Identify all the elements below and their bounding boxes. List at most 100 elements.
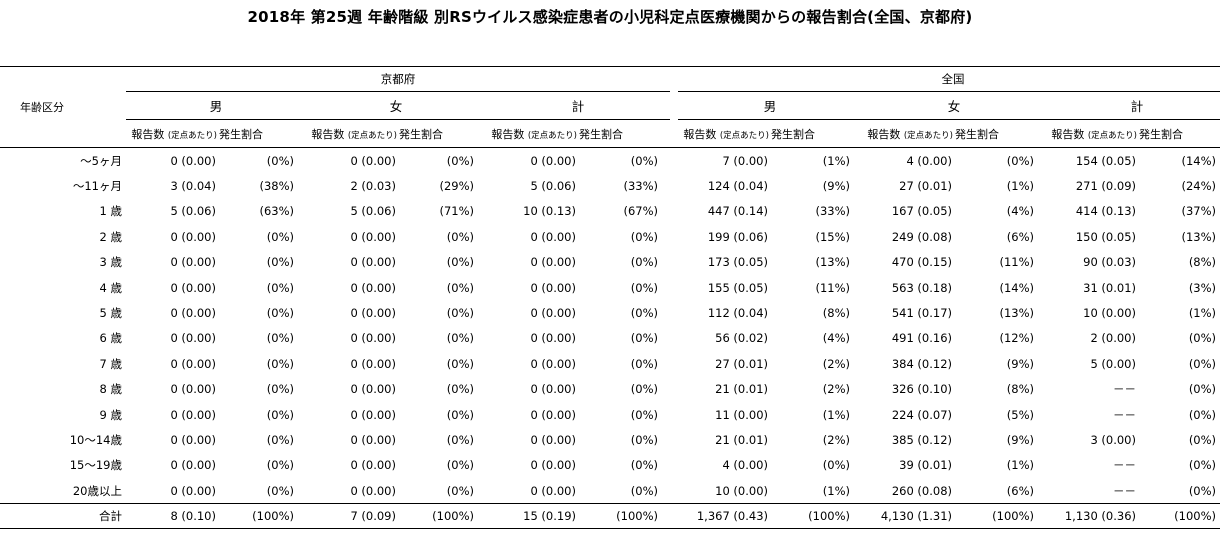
report-count-cell: 385 (0.12) <box>891 432 952 447</box>
report-count-cell: 199 (0.06) <box>707 229 768 244</box>
report-count-cell: 5 (0.06) <box>350 204 396 219</box>
ratio-cell: (0%) <box>630 306 658 321</box>
ratio-cell: (0%) <box>446 458 474 473</box>
per-site-label: (定点あたり) <box>167 130 217 141</box>
report-count-cell: 0 (0.00) <box>170 407 216 422</box>
report-count-cell: 260 (0.08) <box>891 483 952 498</box>
age-group-label: 1 歳 <box>99 204 122 219</box>
age-group-label: 15～19歳 <box>69 458 122 473</box>
report-count-cell: 5 (0.06) <box>170 204 216 219</box>
report-count-label: 報告数 <box>311 127 345 141</box>
report-count-cell: 0 (0.00) <box>170 331 216 346</box>
report-count-cell: 0 (0.00) <box>530 356 576 371</box>
table-row: 3 歳 0 (0.00) (0%) 0 (0.00) (0%) 0 (0.00) (0%) 1… <box>0 250 1220 275</box>
ratio-cell: (8%) <box>822 306 850 321</box>
report-count-cell: 21 (0.01) <box>715 382 768 397</box>
age-group-label: 5 歳 <box>99 306 122 321</box>
ratio-cell: (9%) <box>1006 356 1034 371</box>
ratio-cell: (0%) <box>266 306 294 321</box>
report-count-cell: 0 (0.00) <box>530 280 576 295</box>
subheader-ratio: 発生割合 <box>770 119 862 148</box>
ratio-cell: (0%) <box>266 356 294 371</box>
report-count-cell: 27 (0.01) <box>715 356 768 371</box>
ratio-cell: (0%) <box>266 229 294 244</box>
ratio-cell: (0%) <box>630 255 658 270</box>
table-row: ～11ヶ月 3 (0.04) (38%) 2 (0.03) (29%) 5 (0.06) (… <box>0 173 1220 198</box>
ratio-cell: (0%) <box>266 382 294 397</box>
report-count-cell: 0 (0.00) <box>350 331 396 346</box>
report-count-cell: 384 (0.12) <box>891 356 952 371</box>
report-count-cell: 0 (0.00) <box>350 458 396 473</box>
ratio-cell: (6%) <box>1006 229 1034 244</box>
report-count-cell: 15 (0.19) <box>486 503 578 530</box>
report-count-cell: 0 (0.00) <box>350 407 396 422</box>
ratio-cell: (4%) <box>1006 204 1034 219</box>
ratio-cell: (0%) <box>630 483 658 498</box>
subheader-row: 報告数 (定点あたり) 発生割合 報告数 (定点あたり) 発生割合 報告数 (定点あたり… <box>0 119 1220 148</box>
report-count-cell: 447 (0.14) <box>707 204 768 219</box>
ratio-cell: (63%) <box>259 204 294 219</box>
ratio-cell: (0%) <box>1188 483 1217 498</box>
report-count-cell: 7 (0.00) <box>722 153 768 168</box>
subheader-report-count: 報告数 (定点あたり) <box>486 119 578 148</box>
total-row: 合計 8 (0.10) (100%) 7 (0.09) (100%) 15 (0.19)(… <box>0 503 1220 530</box>
ratio-cell: (100%) <box>578 503 670 530</box>
table-row: ～5ヶ月 0 (0.00) (0%) 0 (0.00) (0%) 0 (0.00) (0%)… <box>0 148 1220 174</box>
ratio-cell: (0%) <box>446 432 474 447</box>
table-row: 5 歳 0 (0.00) (0%) 0 (0.00) (0%) 0 (0.00) (0%) 1… <box>0 300 1220 325</box>
age-group-label: 8 歳 <box>99 382 122 397</box>
sex-header-female-kyoto: 女 <box>306 91 486 120</box>
ratio-cell: (0%) <box>266 432 294 447</box>
ratio-cell: (3%) <box>1188 280 1217 295</box>
ratio-cell: (0%) <box>446 280 474 295</box>
ratio-cell: (0%) <box>1006 153 1034 168</box>
report-count-cell: 0 (0.00) <box>530 229 576 244</box>
report-count-cell: 0 (0.00) <box>530 382 576 397</box>
report-count-cell: 0 (0.00) <box>530 432 576 447</box>
ratio-cell: (0%) <box>446 483 474 498</box>
report-count-cell: 2 (0.03) <box>350 179 396 194</box>
report-count-cell: 470 (0.15) <box>891 255 952 270</box>
ratio-cell: (13%) <box>815 255 850 270</box>
report-count-cell: 0 (0.00) <box>530 255 576 270</box>
subheader-ratio: 発生割合 <box>398 119 486 148</box>
table-row: 4 歳 0 (0.00) (0%) 0 (0.00) (0%) 0 (0.00) (0%) 1… <box>0 275 1220 300</box>
ratio-cell: (0%) <box>1188 432 1217 447</box>
report-count-cell: 0 (0.00) <box>170 229 216 244</box>
ratio-cell: (5%) <box>1006 407 1034 422</box>
report-count-label: 報告数 <box>491 127 525 141</box>
ratio-cell: (0%) <box>266 407 294 422</box>
report-count-cell: 224 (0.07) <box>891 407 952 422</box>
ratio-cell: (9%) <box>822 179 850 194</box>
report-count-cell: 39 (0.01) <box>899 458 952 473</box>
ratio-cell: (0%) <box>446 255 474 270</box>
ratio-cell: (67%) <box>623 204 658 219</box>
ratio-cell: (29%) <box>439 179 474 194</box>
report-count-cell: 90 (0.03) <box>1083 255 1136 270</box>
ratio-cell: (0%) <box>630 280 658 295</box>
report-count-cell: 56 (0.02) <box>715 331 768 346</box>
per-site-label: (定点あたり) <box>719 130 769 141</box>
ratio-cell: (0%) <box>266 280 294 295</box>
report-count-cell: 271 (0.09) <box>1075 179 1136 194</box>
report-count-cell: 249 (0.08) <box>891 229 952 244</box>
subheader-ratio: 発生割合 <box>1138 119 1220 148</box>
report-count-cell: 3 (0.04) <box>170 179 216 194</box>
per-site-label: (定点あたり) <box>347 130 397 141</box>
table-row: 10～14歳 0 (0.00) (0%) 0 (0.00) (0%) 0 (0.00) (0… <box>0 427 1220 452</box>
ratio-cell: (33%) <box>815 204 850 219</box>
ratio-cell: (1%) <box>822 407 850 422</box>
ratio-cell: (0%) <box>630 458 658 473</box>
report-count-cell: 0 (0.00) <box>350 280 396 295</box>
table-row: 9 歳 0 (0.00) (0%) 0 (0.00) (0%) 0 (0.00) (0%) 1… <box>0 402 1220 427</box>
ratio-cell: (2%) <box>822 432 850 447</box>
report-count-cell: 5 (0.06) <box>530 179 576 194</box>
report-count-cell: 8 (0.10) <box>126 503 218 530</box>
report-count-cell: 10 (0.00) <box>1083 306 1136 321</box>
table-row: 2 歳 0 (0.00) (0%) 0 (0.00) (0%) 0 (0.00) (0%) 1… <box>0 224 1220 249</box>
ratio-cell: (0%) <box>266 458 294 473</box>
report-count-cell: 4 (0.00) <box>906 153 952 168</box>
report-count-label: 報告数 <box>867 127 901 141</box>
ratio-cell: (4%) <box>822 331 850 346</box>
report-count-cell: 0 (0.00) <box>530 331 576 346</box>
